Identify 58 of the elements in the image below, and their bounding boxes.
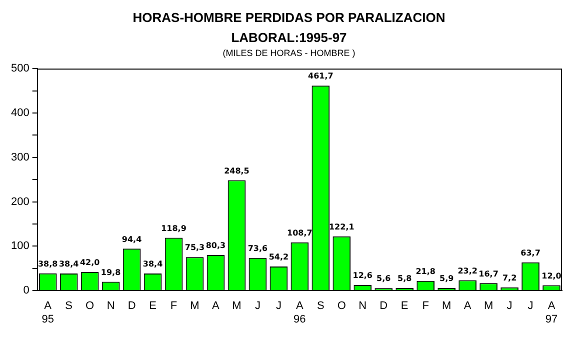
y-tick-label: 200 <box>10 196 30 208</box>
x-tick-label: A 95 <box>42 300 54 326</box>
x-tick-label: N <box>358 300 367 312</box>
x-tick-label: A <box>212 300 220 312</box>
x-tick-label: A 96 <box>294 300 306 326</box>
data-label: 7,2 <box>502 273 517 282</box>
y-tick-label: 500 <box>10 62 30 75</box>
x-tick-label: J <box>528 300 534 312</box>
chart-subtitle: (MILES DE HORAS - HOMBRE ) <box>222 48 356 59</box>
x-tick-label: O <box>337 300 346 312</box>
data-label: 12,6 <box>352 271 373 280</box>
y-tick-label: 0 <box>23 284 30 297</box>
data-label: 38,4 <box>58 260 80 269</box>
x-tick-label: A 97 <box>545 300 558 326</box>
data-label: 118,9 <box>161 224 187 233</box>
data-label: 42,0 <box>80 258 100 268</box>
data-label: 461,7 <box>308 72 334 81</box>
data-label: 54,2 <box>268 252 289 262</box>
data-label: 122,1 <box>328 222 355 232</box>
data-label: 16,7 <box>478 269 498 278</box>
x-tick-label: M <box>232 300 242 312</box>
x-tick-label: M <box>442 300 452 312</box>
data-label: 38,4 <box>142 260 164 269</box>
x-tick-label: M <box>190 300 200 312</box>
y-tick-label: 100 <box>10 240 30 252</box>
data-label: 108,7 <box>287 228 312 238</box>
data-label: 248,5 <box>224 166 250 176</box>
data-label: 38,8 <box>38 259 58 268</box>
x-tick-label: F <box>170 300 178 312</box>
x-tick-label: S <box>65 300 73 312</box>
y-tick-label: 300 <box>10 151 30 164</box>
chart-title: HORAS-HOMBRE PERDIDAS POR PARALIZACION LABORAL:1995-97 <box>132 9 446 47</box>
x-tick-label: O <box>86 300 95 312</box>
x-tick-label: E <box>149 300 156 312</box>
data-label: 23,2 <box>458 266 478 276</box>
x-tick-label: N <box>106 300 115 312</box>
x-tick-label: A <box>464 300 472 312</box>
data-label: 5,9 <box>439 274 454 284</box>
data-label: 80,3 <box>206 241 226 250</box>
x-tick-label: J <box>506 300 512 312</box>
data-label: 19,8 <box>100 268 122 277</box>
data-label: 63,7 <box>520 248 540 258</box>
data-label: 12,0 <box>542 271 562 280</box>
x-tick-label: J <box>254 300 260 312</box>
x-tick-label: D <box>380 300 388 312</box>
x-tick-label: D <box>128 300 136 312</box>
x-tick-label: J <box>276 300 282 312</box>
x-tick-label: E <box>400 300 408 312</box>
data-label: 5,8 <box>398 274 412 284</box>
data-label: 5,6 <box>376 274 392 284</box>
data-label: 94,4 <box>122 234 142 244</box>
x-tick-label: M <box>484 300 494 312</box>
data-label: 73,6 <box>248 244 268 253</box>
data-label: 75,3 <box>184 243 205 252</box>
x-tick-label: F <box>422 300 430 312</box>
y-tick-label: 400 <box>10 107 30 120</box>
data-label: 21,8 <box>416 267 436 276</box>
x-tick-label: S <box>316 300 324 312</box>
